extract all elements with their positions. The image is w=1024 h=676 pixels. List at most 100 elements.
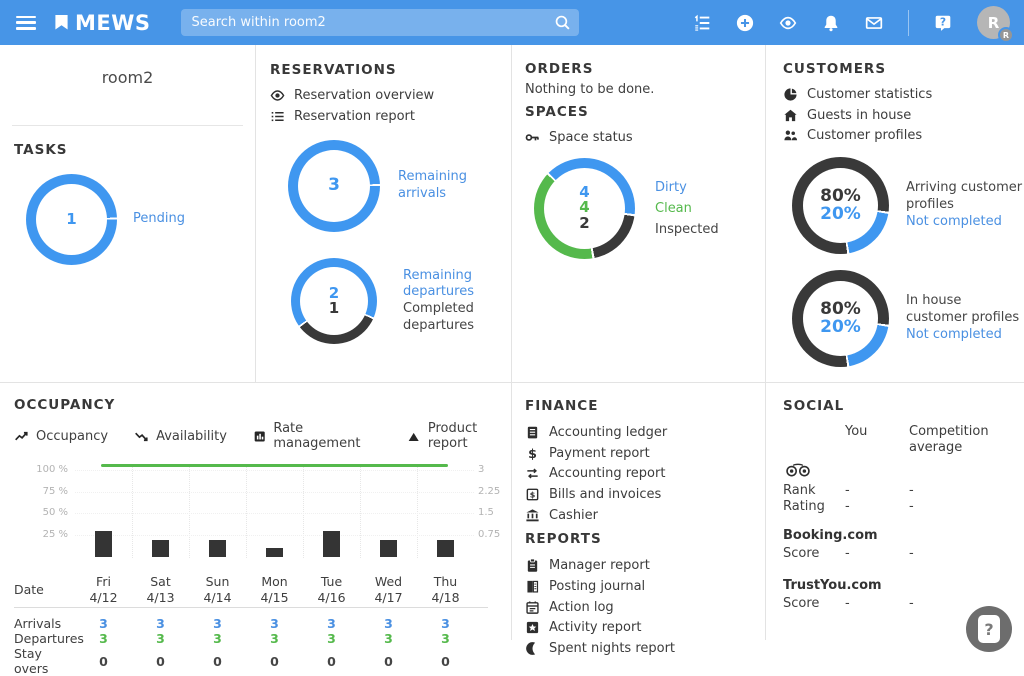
tasks-donut: 1 <box>26 174 117 265</box>
finance-reports-panel: FINANCE Accounting ledger Payment report… <box>512 383 766 656</box>
link-activity-report[interactable]: Activity report <box>525 618 765 639</box>
social-rank-row: Rank - - <box>783 482 914 498</box>
tab-availability[interactable]: Availability <box>134 421 227 451</box>
search-box[interactable] <box>180 9 579 36</box>
link-reservation-overview[interactable]: Reservation overview <box>270 85 511 106</box>
occupancy-panel: OCCUPANCY Occupancy Availability Rate ma… <box>0 383 512 676</box>
link-customer-statistics[interactable]: Customer statistics <box>783 84 1024 105</box>
trend-up-icon <box>14 429 29 444</box>
link-action-log[interactable]: Action log <box>525 597 765 618</box>
search-input[interactable] <box>180 9 579 36</box>
spaces-heading: SPACES <box>525 104 589 120</box>
help-fab[interactable]: ? <box>966 606 1012 652</box>
reports-heading: REPORTS <box>525 531 602 548</box>
chart-right-axis: 3 2.25 1.5 0.75 <box>478 464 501 540</box>
departures-legend-completed: Completed departures <box>403 301 474 334</box>
link-posting-journal[interactable]: Posting journal <box>525 576 765 597</box>
link-payment-report[interactable]: Payment report <box>525 443 765 464</box>
trustyou-score-row: Score - - <box>783 596 914 611</box>
help-icon[interactable] <box>934 14 952 32</box>
dollar-icon <box>525 446 540 461</box>
departures-legend-remaining: Remaining departures <box>403 267 474 300</box>
tab-occupancy[interactable]: Occupancy <box>14 421 108 451</box>
link-accounting-report[interactable]: Accounting report <box>525 463 765 484</box>
customers-panel: CUSTOMERS Customer statistics Guests in … <box>766 45 1024 383</box>
clipboard-icon <box>525 558 540 573</box>
spaces-legend-dirty: Dirty <box>655 179 687 195</box>
tripadvisor-row <box>783 461 1024 483</box>
menu-icon[interactable] <box>16 15 36 30</box>
tripadvisor-icon <box>783 461 813 478</box>
social-panel: SOCIAL You Competition average Rank - - … <box>766 383 1024 640</box>
link-spent-nights-report[interactable]: Spent nights report <box>525 638 765 659</box>
orders-spaces-panel: ORDERS Nothing to be done. SPACES Space … <box>512 45 766 383</box>
reservations-heading: RESERVATIONS <box>270 62 397 78</box>
link-manager-report[interactable]: Manager report <box>525 555 765 576</box>
link-accounting-ledger[interactable]: Accounting ledger <box>525 422 765 443</box>
trend-down-icon <box>134 429 149 444</box>
availability-line <box>101 464 448 467</box>
occupancy-bar <box>209 539 226 557</box>
mews-logo[interactable]: MEWS <box>54 11 151 35</box>
product-icon <box>407 429 420 444</box>
top-bar: MEWS R R <box>0 0 1024 45</box>
room-tasks-panel: room2 TASKS 1 Pending <box>0 45 256 383</box>
link-guests-in-house[interactable]: Guests in house <box>783 105 1024 126</box>
link-bills-invoices[interactable]: Bills and invoices <box>525 484 765 505</box>
search-icon[interactable] <box>554 14 571 31</box>
chart-plot-area <box>75 459 474 563</box>
social-col-you: You <box>845 424 868 439</box>
table-row: Arrivals 3 3 3 3 3 3 3 <box>14 616 450 631</box>
occupancy-tabs: Occupancy Availability Rate management P… <box>14 421 511 451</box>
avatar-badge: R <box>998 27 1014 43</box>
inhouse-profiles-label: In house customer profiles <box>906 293 1020 326</box>
eye-icon <box>270 88 285 103</box>
moon-icon <box>525 641 540 656</box>
tasks-legend-pending: Pending <box>133 211 185 227</box>
table-row: Stay overs 0 0 0 0 0 0 0 <box>14 646 450 676</box>
social-col-competition: Competition average <box>909 424 989 456</box>
messages-mail-icon[interactable] <box>865 14 883 32</box>
home-icon <box>783 108 798 123</box>
occupancy-heading: OCCUPANCY <box>14 397 116 413</box>
watchlist-eye-icon[interactable] <box>779 14 797 32</box>
transfer-arrows-icon <box>525 466 540 481</box>
social-column-headers: You Competition average <box>783 424 1024 457</box>
finance-heading: FINANCE <box>525 398 599 414</box>
tab-rate-management[interactable]: Rate management <box>253 421 382 451</box>
reservations-panel: RESERVATIONS Reservation overview Reserv… <box>256 45 512 383</box>
arriving-profiles-label: Arriving customer profiles <box>906 180 1023 213</box>
arrivals-legend: Remaining arrivals <box>398 169 468 202</box>
help-fab-bubble: ? <box>978 615 1000 643</box>
occupancy-table: Date Fri 4/12 Sat 4/13 Sun 4/14 Mon 4/15 Tue 4/16 W… <box>14 574 488 676</box>
add-icon[interactable] <box>736 14 754 32</box>
avatar[interactable]: R R <box>977 6 1014 43</box>
link-space-status[interactable]: Space status <box>525 127 765 148</box>
arriving-profiles-sublabel: Not completed <box>906 214 1002 229</box>
bar-chart-icon <box>253 429 266 444</box>
property-name: room2 <box>101 68 154 87</box>
avatar-initial: R <box>987 13 1000 32</box>
ordered-list-icon[interactable] <box>693 14 711 32</box>
notifications-bell-icon[interactable] <box>822 14 840 32</box>
occupancy-bar <box>152 539 169 557</box>
tab-product-report[interactable]: Product report <box>407 421 511 451</box>
ledger-icon <box>525 425 540 440</box>
link-customer-profiles[interactable]: Customer profiles <box>783 125 1024 146</box>
list-icon <box>270 109 285 124</box>
link-reservation-report[interactable]: Reservation report <box>270 106 511 127</box>
arrivals-donut: 3 <box>288 140 380 233</box>
occupancy-bar <box>266 548 283 557</box>
spaces-legend-inspected: Inspected <box>655 221 719 237</box>
invoice-icon <box>525 487 540 502</box>
divider <box>12 125 243 126</box>
inhouse-profiles-sublabel: Not completed <box>906 327 1002 342</box>
journal-icon <box>525 579 540 594</box>
topbar-divider <box>908 9 909 36</box>
link-cashier[interactable]: Cashier <box>525 505 765 526</box>
pie-chart-icon <box>783 87 798 102</box>
arriving-profiles-donut: 80% 20% <box>792 157 889 255</box>
occupancy-bar <box>323 531 340 557</box>
flag-icon <box>54 14 69 31</box>
